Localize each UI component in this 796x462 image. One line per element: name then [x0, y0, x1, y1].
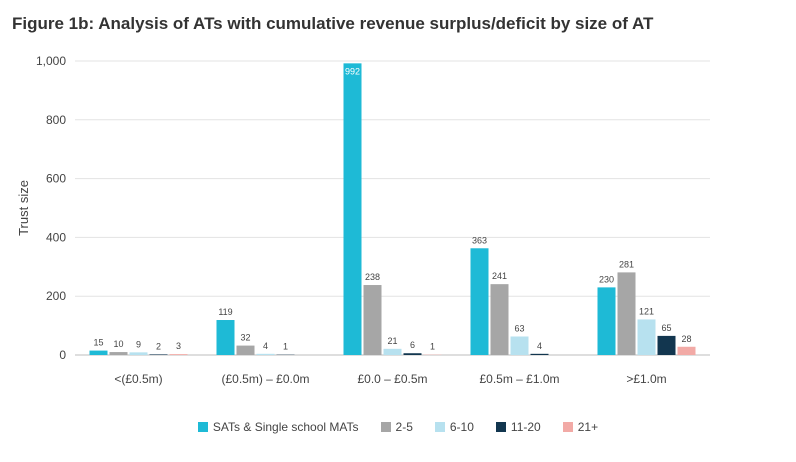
data-label: 230 [599, 274, 614, 284]
legend-label: 21+ [577, 420, 599, 434]
legend-label: 2-5 [395, 420, 413, 434]
legend-label: SATs & Single school MATs [212, 420, 359, 434]
bar [470, 248, 489, 355]
bar [510, 336, 529, 355]
bar-chart: 0 200 400 600 800 1,000 Trust size 15 10 9 2 3 <(£0.… [16, 54, 710, 386]
bar [657, 335, 676, 355]
legend-swatch [434, 422, 445, 432]
data-label: 1 [283, 342, 288, 352]
data-label: 21 [387, 336, 397, 346]
bar [256, 353, 275, 355]
legend-item: 2-5 [380, 420, 413, 434]
y-tick-label: 400 [46, 230, 66, 244]
data-label: 2 [156, 341, 161, 351]
data-label: 241 [492, 271, 507, 281]
bar [343, 63, 362, 356]
y-tick-label: 800 [46, 113, 66, 127]
bar [129, 352, 148, 355]
bar [216, 320, 235, 355]
chart-legend: SATs & Single school MATs 2-5 6-10 11-20 21+ [0, 420, 796, 434]
data-label: 992 [345, 66, 360, 76]
legend-swatch [380, 422, 391, 432]
legend-swatch [562, 422, 573, 432]
data-label: 238 [365, 272, 380, 282]
data-label: 10 [113, 339, 123, 349]
data-label: 32 [240, 333, 250, 343]
data-label: 63 [514, 323, 524, 333]
y-tick-label: 200 [46, 289, 66, 303]
bar [617, 272, 636, 355]
data-label: 9 [136, 339, 141, 349]
bar [363, 285, 382, 355]
data-label: 3 [176, 341, 181, 351]
bar [597, 287, 616, 355]
data-label: 6 [410, 340, 415, 350]
bar [89, 350, 108, 355]
data-label: 15 [93, 338, 103, 348]
y-tick-label: 1,000 [36, 54, 66, 68]
bar [637, 319, 656, 355]
y-axis-label: Trust size [16, 180, 31, 236]
chart-title: Figure 1b: Analysis of ATs with cumulati… [12, 14, 654, 33]
y-tick-label: 600 [46, 172, 66, 186]
legend-swatch [495, 422, 506, 432]
legend-swatch [197, 422, 208, 432]
x-tick-label: <(£0.5m) [114, 372, 162, 386]
data-label: 28 [681, 334, 691, 344]
y-tick-label: 0 [59, 348, 66, 362]
bar [109, 352, 128, 355]
bar [530, 353, 549, 355]
x-tick-label: £0.5m – £1.0m [479, 372, 559, 386]
data-label: 4 [537, 341, 542, 351]
legend-label: 11-20 [510, 420, 541, 434]
legend-item: 6-10 [434, 420, 474, 434]
legend-item: 21+ [562, 420, 599, 434]
legend-item: 11-20 [495, 420, 541, 434]
data-label: 119 [218, 307, 232, 317]
data-label: 121 [639, 306, 654, 316]
data-label: 1 [430, 342, 435, 352]
bar [490, 284, 509, 355]
legend-item: SATs & Single school MATs [197, 420, 359, 434]
data-label: 363 [472, 235, 487, 245]
x-tick-label: (£0.5m) – £0.0m [221, 372, 309, 386]
bar [149, 354, 168, 355]
data-label: 281 [619, 259, 634, 269]
bar [236, 345, 255, 355]
bar [383, 348, 402, 355]
bar [677, 346, 696, 355]
data-label: 4 [263, 341, 268, 351]
x-tick-label: >£1.0m [626, 372, 666, 386]
bar [169, 354, 188, 355]
bar [403, 353, 422, 355]
x-tick-label: £0.0 – £0.5m [357, 372, 427, 386]
legend-label: 6-10 [449, 420, 474, 434]
data-label: 65 [661, 323, 671, 333]
